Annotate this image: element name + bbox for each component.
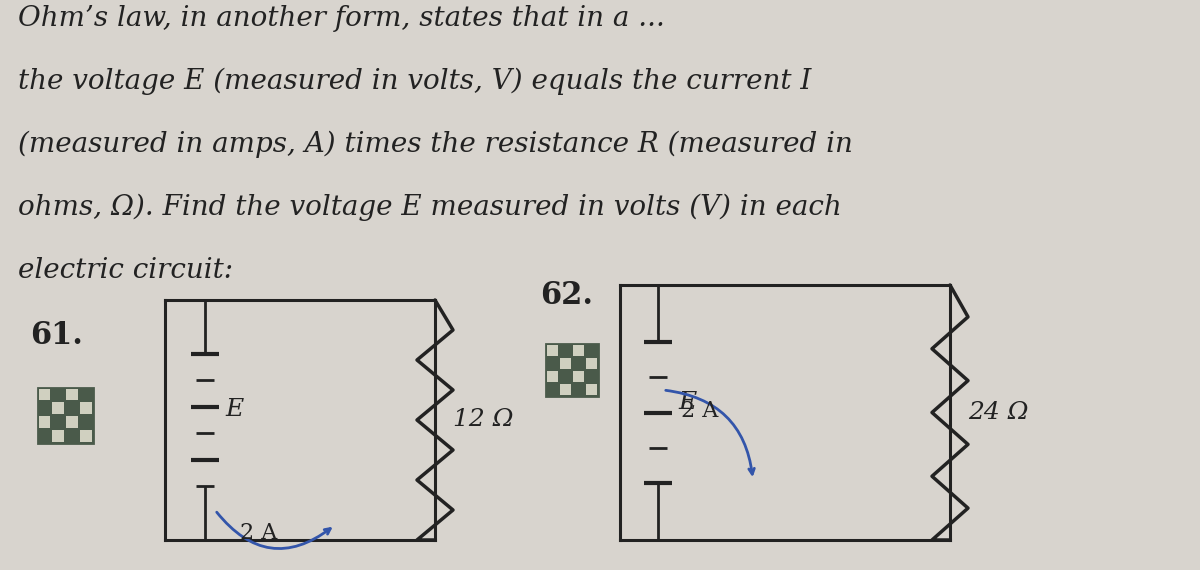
Text: E: E [226, 398, 244, 421]
Bar [574, 358, 584, 369]
Bar [66, 389, 78, 400]
Bar [560, 345, 571, 356]
Text: the voltage E (measured in volts, V) equals the current I: the voltage E (measured in volts, V) equ… [18, 68, 811, 95]
Text: 62.: 62. [540, 280, 593, 311]
Text: E: E [678, 391, 696, 414]
Bar [547, 358, 558, 369]
Text: ohms, Ω). Find the voltage E measured in volts (V) in each: ohms, Ω). Find the voltage E measured in… [18, 194, 841, 221]
Bar [53, 389, 64, 400]
Bar [547, 345, 558, 356]
Bar [53, 430, 64, 442]
FancyBboxPatch shape [546, 344, 598, 396]
Bar [586, 371, 598, 382]
Bar [79, 430, 91, 442]
Bar [79, 416, 91, 428]
Bar [66, 402, 78, 414]
Text: 2 A: 2 A [240, 522, 277, 544]
Text: 12 Ω: 12 Ω [454, 409, 514, 431]
Bar [547, 384, 558, 395]
Bar [560, 384, 571, 395]
Bar [79, 402, 91, 414]
Bar [38, 416, 50, 428]
Bar [560, 371, 571, 382]
Bar [586, 345, 598, 356]
Bar [66, 430, 78, 442]
Bar [79, 389, 91, 400]
Text: 24 Ω: 24 Ω [968, 401, 1028, 424]
Text: electric circuit:: electric circuit: [18, 257, 233, 284]
Bar [38, 430, 50, 442]
Text: 2 A: 2 A [682, 400, 719, 422]
Bar [586, 358, 598, 369]
Bar [38, 402, 50, 414]
Bar [560, 358, 571, 369]
Bar [574, 345, 584, 356]
Bar [586, 384, 598, 395]
Text: 61.: 61. [30, 320, 83, 351]
Bar [66, 416, 78, 428]
Text: (measured in amps, A) times the resistance R (measured in: (measured in amps, A) times the resistan… [18, 131, 853, 158]
Bar [53, 402, 64, 414]
Bar [574, 384, 584, 395]
Text: Ohm’s law, in another form, states that in a ...: Ohm’s law, in another form, states that … [18, 5, 665, 32]
Bar [53, 416, 64, 428]
Bar [547, 371, 558, 382]
Bar [574, 371, 584, 382]
FancyBboxPatch shape [37, 388, 92, 442]
Bar [38, 389, 50, 400]
